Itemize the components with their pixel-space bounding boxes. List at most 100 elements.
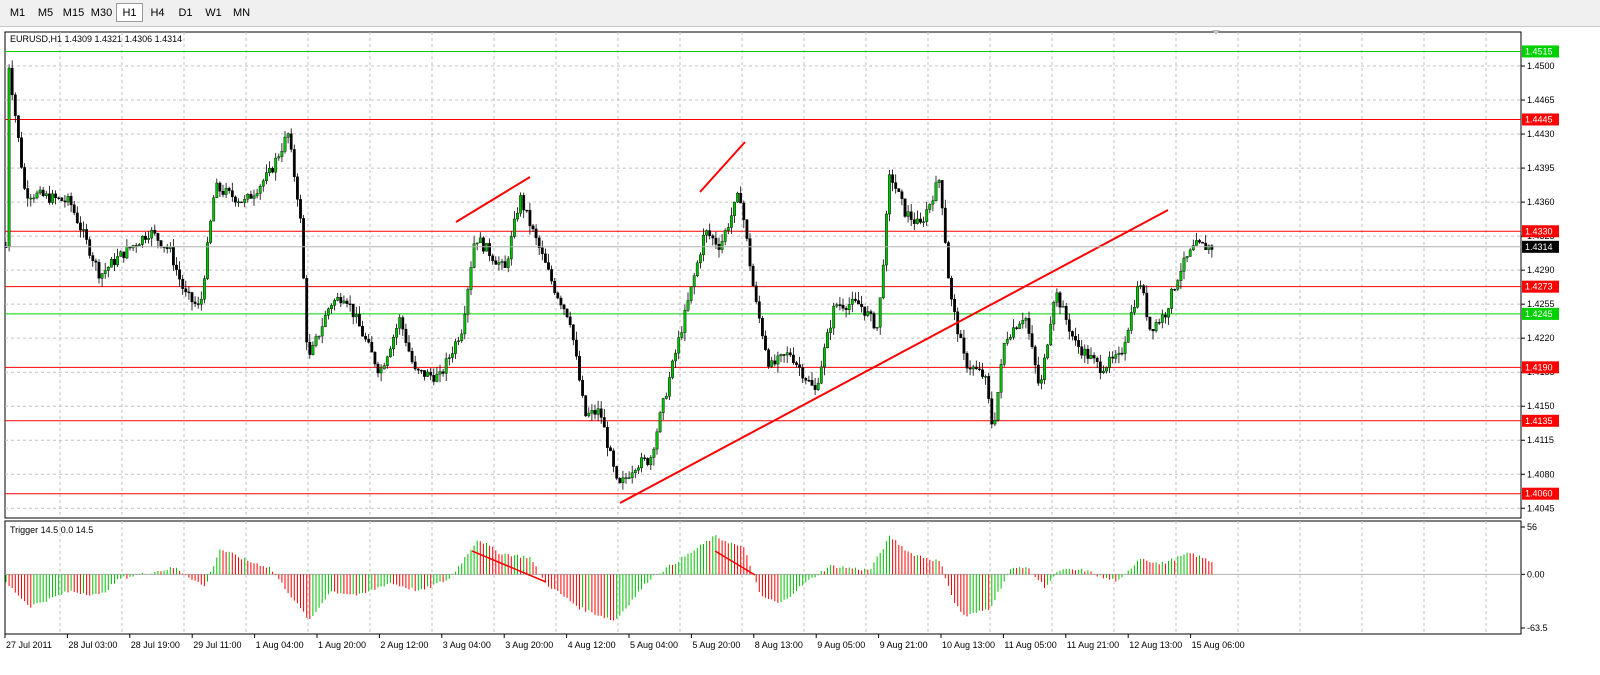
timeframe-button-h1[interactable]: H1 [116, 3, 143, 22]
candle-body [221, 190, 225, 195]
candle-body [190, 292, 194, 303]
timeframe-button-m30[interactable]: M30 [90, 7, 113, 19]
candle-body [1043, 357, 1046, 380]
candle-body [100, 273, 104, 279]
candle-body [1012, 327, 1015, 338]
candle-body [51, 193, 54, 203]
candle-body [633, 470, 637, 474]
candle-body [801, 367, 805, 379]
candle-body [891, 174, 895, 183]
candle-body [680, 332, 684, 338]
candle-body [181, 278, 185, 289]
y-tick-label: 1.4360 [1527, 197, 1555, 207]
candle-body [82, 229, 85, 231]
candle-body [1105, 367, 1108, 372]
candle-body [516, 212, 519, 220]
candle-body [602, 417, 606, 428]
candle-body [1117, 352, 1121, 355]
candle-body [844, 308, 848, 310]
level-price-label: 1.4445 [1525, 114, 1553, 124]
timeframe-button-m1[interactable]: M1 [9, 7, 26, 19]
candle-body [246, 193, 250, 200]
timeframe-button-w1[interactable]: W1 [205, 7, 222, 19]
price-chart[interactable]: 1.45001.44651.44301.43951.43601.43251.42… [0, 27, 1600, 675]
candle-body [751, 265, 755, 287]
candle-body [677, 337, 681, 354]
candle-body [305, 278, 309, 343]
candle-body [984, 376, 988, 378]
candle-body [1132, 306, 1136, 313]
candle-body [330, 305, 333, 310]
candle-body [296, 176, 299, 200]
candle-body [646, 458, 650, 466]
candle-body [1120, 352, 1124, 355]
candle-body [1055, 292, 1059, 303]
y-tick-label: 1.4045 [1527, 503, 1555, 513]
candle-body [953, 298, 957, 312]
candle-body [695, 262, 699, 277]
candle-body [379, 368, 383, 374]
candle-body [91, 255, 95, 262]
candle-body [671, 360, 674, 378]
candle-body [429, 371, 433, 376]
candle-body [897, 188, 901, 192]
candle-body [302, 218, 305, 279]
candle-body [72, 204, 76, 214]
candle-body [144, 235, 147, 240]
candle-body [274, 157, 278, 173]
candle-body [965, 353, 969, 369]
candle-body [237, 201, 240, 204]
candle-body [1036, 364, 1040, 384]
candle-body [922, 221, 926, 223]
candle-body [720, 241, 724, 250]
candle-body [1021, 320, 1025, 325]
x-tick-label: 28 Jul 03:00 [68, 640, 117, 650]
candle-body [881, 264, 885, 298]
candle-body [230, 190, 234, 198]
candle-body [1114, 354, 1118, 359]
candle-body [416, 368, 420, 371]
candle-body [116, 256, 120, 266]
candle-body [1052, 302, 1056, 325]
candle-body [137, 244, 141, 247]
indicator-y-tick-label: 0.00 [1527, 569, 1545, 579]
candle-body [125, 246, 129, 259]
timeframe-button-m5[interactable]: M5 [37, 7, 54, 19]
candle-body [705, 230, 709, 236]
timeframe-button-m15[interactable]: M15 [62, 7, 85, 19]
candle-body [664, 396, 668, 399]
candle-body [723, 230, 727, 242]
level-price-tag [1522, 225, 1559, 238]
x-tick-label: 10 Aug 13:00 [942, 640, 995, 650]
candle-body [593, 410, 597, 415]
candle-body [1194, 240, 1198, 246]
candle-body [265, 172, 268, 182]
trendline [455, 176, 531, 223]
candle-body [345, 300, 349, 304]
candle-body [565, 308, 569, 318]
candle-body [1027, 318, 1031, 334]
timeframe-button-h4[interactable]: H4 [150, 7, 165, 19]
candle-body [385, 356, 389, 366]
candle-body [1210, 245, 1214, 250]
level-price-tag [1522, 113, 1559, 126]
candle-body [109, 259, 113, 268]
timeframe-button-d1[interactable]: D1 [178, 7, 193, 19]
candle-body [767, 349, 771, 367]
candle-body [1182, 257, 1186, 272]
candle-body [1108, 356, 1112, 368]
candle-body [497, 262, 501, 265]
candle-body [912, 219, 916, 224]
x-tick-label: 9 Aug 21:00 [880, 640, 928, 650]
candle-body [351, 303, 355, 318]
candle-body [1049, 323, 1053, 346]
candle-body [370, 342, 374, 353]
candle-body [764, 335, 767, 350]
candle-body [866, 311, 870, 316]
candle-body [277, 156, 281, 159]
candle-body [971, 366, 975, 370]
chart-window[interactable]: 1.45001.44651.44301.43951.43601.43251.42… [0, 27, 1600, 675]
timeframe-button-mn[interactable]: MN [232, 7, 251, 19]
candle-body [661, 398, 665, 413]
candle-body [17, 115, 20, 138]
